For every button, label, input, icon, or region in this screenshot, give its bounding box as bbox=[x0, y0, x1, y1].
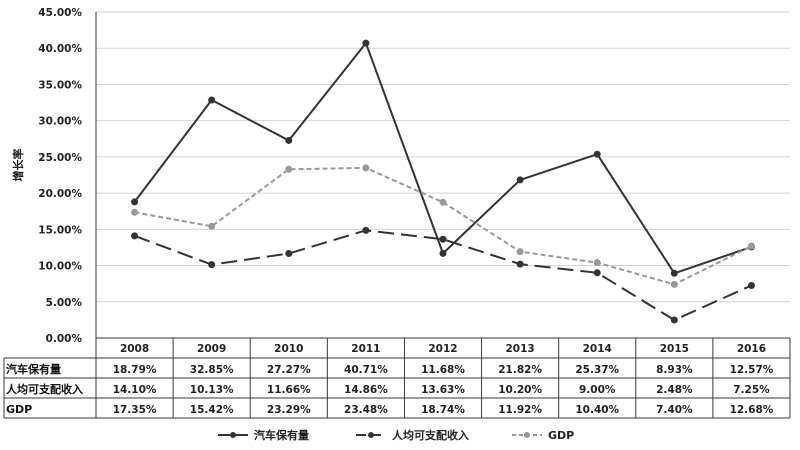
data-point bbox=[131, 232, 139, 240]
data-point bbox=[670, 269, 678, 277]
y-tick-label: 40.00% bbox=[38, 43, 82, 55]
data-point bbox=[131, 198, 139, 206]
data-point bbox=[208, 261, 216, 269]
table-row-label: 汽车保有量 bbox=[6, 362, 61, 376]
table-cell-value: 14.10% bbox=[113, 384, 157, 396]
table-cell-value: 18.79% bbox=[113, 364, 157, 376]
table-cell-value: 23.29% bbox=[267, 404, 311, 416]
data-point bbox=[208, 96, 216, 104]
x-category-label: 2012 bbox=[428, 343, 457, 355]
data-table: 2008 2009 2010 2011 2012 2013 2014 2015 2016 汽车保有… bbox=[3, 12, 791, 419]
legend-marker bbox=[230, 432, 236, 438]
table-cell-value: 27.27% bbox=[267, 364, 311, 376]
table-cell-value: 2.48% bbox=[656, 384, 693, 396]
table-cell-value: 21.82% bbox=[498, 364, 542, 376]
table-cell-value: 13.63% bbox=[421, 384, 465, 396]
x-category-label: 2008 bbox=[120, 343, 149, 355]
grid-layer bbox=[96, 11, 790, 339]
data-point bbox=[439, 235, 447, 243]
data-point bbox=[516, 176, 524, 184]
table-cell-value: 9.00% bbox=[579, 384, 616, 396]
table-cell-value: 25.37% bbox=[575, 364, 619, 376]
data-point bbox=[747, 281, 755, 289]
table-cell-value: 12.68% bbox=[730, 404, 774, 416]
y-tick-label: 20.00% bbox=[38, 188, 82, 200]
y-tick-label: 25.00% bbox=[38, 152, 82, 164]
legend-label: 人均可支配收入 bbox=[392, 428, 469, 442]
data-point bbox=[285, 136, 293, 144]
data-point bbox=[285, 165, 293, 173]
x-category-label: 2009 bbox=[197, 343, 226, 355]
table-row-label: 人均可支配收入 bbox=[6, 382, 83, 396]
y-tick-label: 5.00% bbox=[46, 297, 83, 309]
series-2 bbox=[131, 226, 755, 324]
series-1 bbox=[131, 39, 755, 277]
legend-entry: 汽车保有量 bbox=[218, 428, 309, 442]
y-tick-label: 15.00% bbox=[38, 224, 82, 236]
y-tick-label: 10.00% bbox=[38, 261, 82, 273]
data-point bbox=[362, 226, 370, 234]
table-cell-value: 10.20% bbox=[498, 384, 542, 396]
table-cell-value: 10.13% bbox=[190, 384, 234, 396]
data-point bbox=[516, 248, 524, 256]
y-tick-label: 45.00% bbox=[38, 7, 82, 19]
legend-entry: 人均可支配收入 bbox=[356, 428, 469, 442]
table-cell-value: 11.66% bbox=[267, 384, 311, 396]
x-category-label: 2015 bbox=[660, 343, 689, 355]
y-tick-label: 0.00% bbox=[46, 333, 83, 345]
data-point bbox=[593, 259, 601, 267]
data-point bbox=[516, 260, 524, 268]
y-tick-label: 30.00% bbox=[38, 116, 82, 128]
table-cell-value: 7.25% bbox=[733, 384, 770, 396]
data-point bbox=[362, 164, 370, 172]
legend-label: 汽车保有量 bbox=[254, 428, 309, 442]
data-point bbox=[439, 198, 447, 206]
legend-entry: GDP bbox=[512, 429, 574, 442]
table-row-label: GDP bbox=[6, 403, 32, 416]
table-cell-value: 23.48% bbox=[344, 404, 388, 416]
legend-label: GDP bbox=[548, 429, 574, 442]
table-cell-value: 8.93% bbox=[656, 364, 693, 376]
data-point bbox=[362, 39, 370, 47]
data-point bbox=[593, 269, 601, 277]
data-point bbox=[593, 150, 601, 158]
x-category-label: 2016 bbox=[737, 343, 766, 355]
table-cell-value: 40.71% bbox=[344, 364, 388, 376]
legend: 汽车保有量 人均可支配收入 GDP bbox=[218, 428, 574, 442]
data-point bbox=[747, 242, 755, 250]
table-cell-value: 7.40% bbox=[656, 404, 693, 416]
table-cell-value: 12.57% bbox=[730, 364, 774, 376]
table-cell-value: 15.42% bbox=[190, 404, 234, 416]
table-cell-value: 10.40% bbox=[575, 404, 619, 416]
data-point bbox=[285, 250, 293, 258]
data-point bbox=[670, 280, 678, 288]
data-point bbox=[439, 249, 447, 257]
table-cell-value: 14.86% bbox=[344, 384, 388, 396]
data-point bbox=[131, 208, 139, 216]
series-line bbox=[134, 229, 752, 322]
data-point bbox=[208, 222, 216, 230]
y-tick-labels: 0.00% 5.00% 10.00% 15.00% 20.00% 25.00% 30.00%… bbox=[38, 7, 82, 345]
legend-marker bbox=[368, 432, 374, 438]
x-category-label: 2010 bbox=[274, 343, 303, 355]
table-cell-value: 17.35% bbox=[113, 404, 157, 416]
data-point bbox=[670, 316, 678, 324]
table-cell-value: 32.85% bbox=[190, 364, 234, 376]
table-cell-value: 11.68% bbox=[421, 364, 465, 376]
series-3 bbox=[131, 164, 755, 288]
x-category-label: 2013 bbox=[505, 343, 534, 355]
legend-marker bbox=[524, 432, 530, 438]
table-cell-value: 11.92% bbox=[498, 404, 542, 416]
table-cell-value: 18.74% bbox=[421, 404, 465, 416]
series-line bbox=[134, 166, 752, 286]
x-category-label: 2014 bbox=[583, 343, 612, 355]
series-layer bbox=[131, 39, 755, 324]
y-tick-label: 35.00% bbox=[38, 79, 82, 91]
y-axis-label: 增长率 bbox=[11, 149, 25, 182]
x-category-label: 2011 bbox=[351, 343, 380, 355]
